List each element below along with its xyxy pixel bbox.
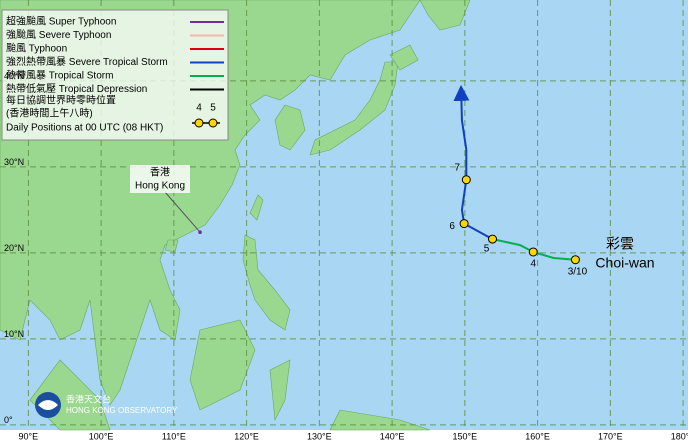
storm-name-en: Choi-wan (595, 255, 654, 271)
legend-label: 熱帶低氣壓 Tropical Depression (6, 82, 147, 95)
lon-tick-label: 150°E (453, 431, 478, 441)
logo-en: HONG KONG OBSERVATORY (66, 406, 178, 415)
lat-tick-label: 10°N (4, 329, 24, 339)
storm-track: 3/10 4 5 6 7 (449, 84, 588, 277)
axis-band (0, 430, 688, 445)
lon-tick-label: 130°E (307, 431, 332, 441)
place-label-box (130, 165, 190, 193)
legend-label: 颱風 Typhoon (6, 43, 67, 55)
logo-mark (38, 400, 58, 410)
legend-sample-day: 5 (210, 103, 216, 114)
daily-position-label: 5 (484, 244, 490, 255)
lat-tick-label: 20°N (4, 243, 24, 253)
daily-position (459, 219, 469, 229)
lat-tick-label: 40°N (4, 71, 24, 81)
legend-label: 強颱風 Severe Typhoon (6, 28, 111, 41)
lon-tick-label: 110°E (162, 431, 186, 441)
legend-note: Daily Positions at 00 UTC (08 HKT) (6, 123, 163, 134)
place-leader (164, 191, 201, 233)
lon-tick-label: 160°E (525, 431, 550, 441)
logo: 香港天文台 HONG KONG OBSERVATORY (35, 392, 178, 418)
lon-tick-label: 120°E (234, 431, 259, 441)
legend-sample-day: 4 (196, 103, 202, 114)
daily-position (487, 234, 497, 244)
daily-position-label: 4 (530, 259, 536, 270)
lon-tick-label: 140°E (380, 431, 405, 441)
lon-tick-label: 170°E (598, 431, 623, 441)
legend-label: 超強颱風 Super Typhoon (6, 15, 116, 28)
lon-tick-label: 180°E (671, 431, 688, 441)
legend-sample-marker (194, 118, 204, 128)
daily-position (570, 255, 580, 265)
daily-position-label: 6 (449, 221, 455, 232)
daily-position-label: 3/10 (568, 266, 588, 277)
place-name-zh: 香港 (150, 167, 170, 179)
legend-note: (香港時間上午八時) (6, 107, 93, 120)
daily-position (461, 175, 471, 185)
legend-label: 熱帶風暴 Tropical Storm (6, 69, 113, 82)
storm-name-zh: 彩雲 (606, 236, 634, 252)
places: 香港 Hong Kong (130, 165, 202, 234)
legend-label: 強烈熱帶風暴 Severe Tropical Storm (6, 55, 168, 68)
place-name-en: Hong Kong (135, 181, 185, 192)
lat-tick-label: 0° (4, 415, 13, 425)
legend-sample-marker (208, 118, 218, 128)
logo-zh: 香港天文台 (66, 393, 111, 404)
legend-note: 每日協調世界時零時位置 (6, 94, 116, 107)
daily-position (528, 247, 538, 257)
daily-position-label: 7 (455, 162, 461, 173)
lat-tick-label: 30°N (4, 157, 24, 167)
lon-tick-label: 100°E (89, 431, 114, 441)
lon-tick-label: 90°E (19, 431, 39, 441)
place-marker (198, 230, 202, 234)
